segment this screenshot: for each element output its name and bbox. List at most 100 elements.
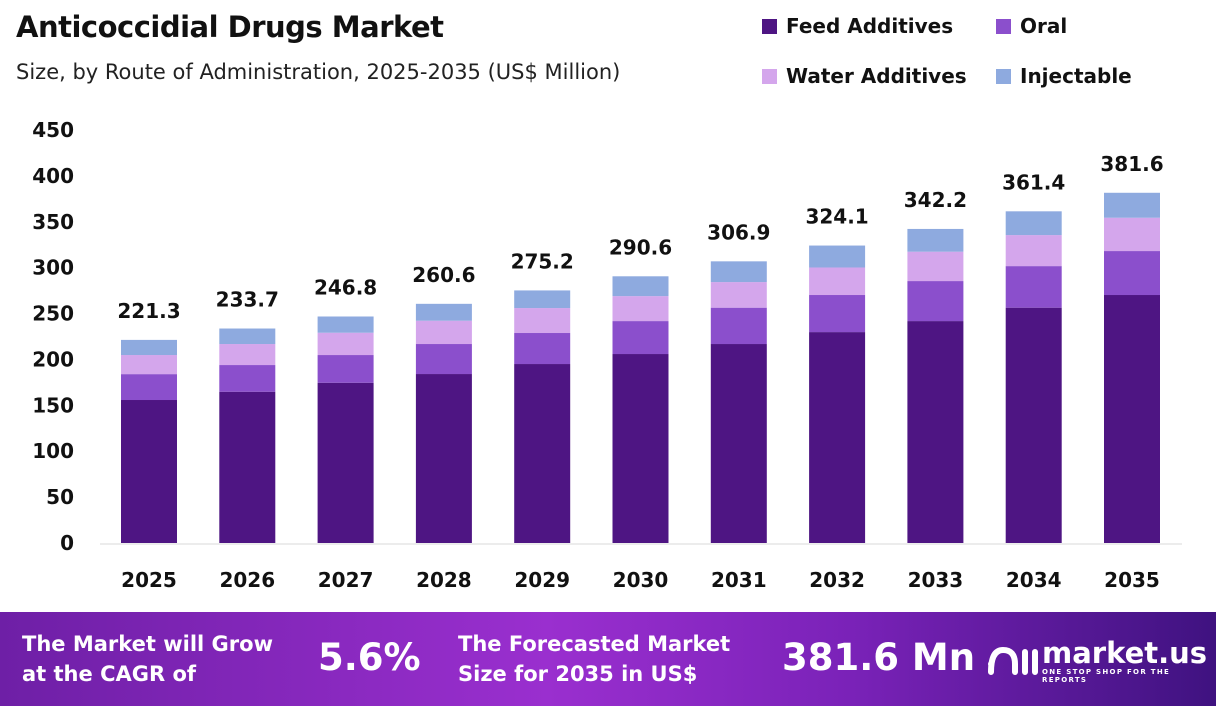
forecast-value: 381.6 Mn <box>782 636 976 679</box>
bar-segment-feed-additives <box>612 354 669 543</box>
bar-segment-injectable <box>317 316 374 333</box>
chart-subtitle: Size, by Route of Administration, 2025-2… <box>16 60 621 84</box>
bar-segment-feed-additives <box>219 391 276 543</box>
bar-segment-feed-additives <box>1005 307 1062 543</box>
bar-segment-feed-additives <box>1104 295 1160 543</box>
cagr-label: The Market will Grow at the CAGR of <box>22 629 273 689</box>
bar-segment-feed-additives <box>809 332 866 543</box>
total-label: 290.6 <box>609 235 672 259</box>
stacked-bar-chart: 0 50 100 150 200 250 300 350 400 450 221.3 2025 233.… <box>32 118 1182 592</box>
bar-segment-feed-additives <box>317 382 374 543</box>
legend-label: Injectable <box>1020 64 1132 88</box>
bar-segment-injectable <box>514 290 571 309</box>
bar-segment-feed-additives <box>514 364 571 543</box>
bar-segment-oral <box>415 344 472 375</box>
x-tick-label: 2028 <box>416 568 472 592</box>
bar-segment-oral <box>514 333 571 365</box>
legend-item-water-additives: Water Additives <box>762 64 967 88</box>
legend-item-feed-additives: Feed Additives <box>762 14 953 38</box>
legend-item-injectable: Injectable <box>996 64 1132 88</box>
total-label: 381.6 <box>1100 152 1163 176</box>
total-label: 221.3 <box>117 299 180 323</box>
bar-segment-water-additives <box>317 332 374 356</box>
x-tick-label: 2033 <box>908 568 964 592</box>
bar-segment-oral <box>1005 266 1062 308</box>
logo-name: market.us <box>1042 636 1208 670</box>
bar-segment-oral <box>317 355 374 383</box>
y-tick-label: 200 <box>32 347 74 371</box>
y-tick-label: 300 <box>32 256 74 280</box>
total-label: 342.2 <box>904 188 967 212</box>
bar-segment-feed-additives <box>415 374 472 543</box>
bar-segment-feed-additives <box>907 321 964 543</box>
legend-label: Oral <box>1020 14 1068 38</box>
y-tick-label: 350 <box>32 210 74 234</box>
bar-segment-feed-additives <box>121 400 177 543</box>
legend-swatch <box>996 68 1011 84</box>
x-tick-label: 2031 <box>711 568 767 592</box>
bar-segment-water-additives <box>219 344 276 366</box>
x-tick-label: 2030 <box>613 568 669 592</box>
bar-segment-injectable <box>907 228 964 252</box>
total-label: 275.2 <box>511 249 574 273</box>
y-tick-label: 450 <box>32 118 74 142</box>
y-tick-label: 100 <box>32 439 74 463</box>
bar-segment-injectable <box>612 276 669 297</box>
cagr-value: 5.6% <box>318 636 421 679</box>
bar-segment-oral <box>121 374 177 401</box>
y-tick-label: 150 <box>32 393 74 417</box>
total-label: 306.9 <box>707 220 770 244</box>
y-tick-label: 400 <box>32 164 74 188</box>
bar-segment-water-additives <box>907 251 964 282</box>
x-tick-label: 2034 <box>1006 568 1062 592</box>
cagr-label-line: at the CAGR of <box>22 662 197 686</box>
bar-segment-injectable <box>1005 211 1062 236</box>
forecast-label-line: The Forecasted Market <box>458 632 731 656</box>
total-label: 361.4 <box>1002 170 1065 194</box>
total-label: 233.7 <box>216 288 279 312</box>
bar-segment-feed-additives <box>710 344 767 543</box>
logo-tagline: ONE STOP SHOP FOR THE REPORTS <box>1042 668 1171 684</box>
bar-segment-injectable <box>809 245 866 268</box>
x-tick-label: 2027 <box>318 568 374 592</box>
bar-segment-water-additives <box>612 296 669 322</box>
bar-segment-water-additives <box>1104 217 1160 252</box>
bar-segment-oral <box>710 307 767 345</box>
x-tick-label: 2035 <box>1104 568 1160 592</box>
x-tick-label: 2026 <box>219 568 275 592</box>
x-tick-label: 2025 <box>121 568 177 592</box>
market-us-logo: market.us ONE STOP SHOP FOR THE REPORTS <box>985 638 1216 684</box>
total-label: 324.1 <box>805 205 868 229</box>
forecast-label: The Forecasted Market Size for 2035 in US… <box>458 629 730 689</box>
bar-segment-oral <box>219 365 276 392</box>
bar-segment-injectable <box>219 328 276 345</box>
bar-segment-injectable <box>1104 192 1160 218</box>
y-tick-label: 250 <box>32 302 74 326</box>
legend-swatch <box>762 18 777 34</box>
total-label: 260.6 <box>412 263 475 287</box>
bar-segment-water-additives <box>514 308 571 334</box>
bar-segment-oral <box>809 295 866 333</box>
legend-label: Feed Additives <box>786 14 954 38</box>
bar-segment-oral <box>1104 251 1160 296</box>
y-tick-label: 50 <box>46 485 74 509</box>
legend-swatch <box>996 18 1011 34</box>
bar-segment-water-additives <box>1005 235 1062 267</box>
cagr-label-line: The Market will Grow <box>22 632 273 656</box>
forecast-label-line: Size for 2035 in US$ <box>458 662 698 686</box>
y-tick-label: 0 <box>60 531 74 555</box>
legend-item-oral: Oral <box>996 14 1067 38</box>
bar-segment-injectable <box>121 339 177 356</box>
legend-swatch <box>762 68 777 84</box>
summary-banner: The Market will Grow at the CAGR of 5.6% … <box>0 612 1216 706</box>
bar-segment-oral <box>907 281 964 322</box>
total-label: 246.8 <box>314 275 377 299</box>
bar-segment-water-additives <box>415 320 472 345</box>
bar-segment-water-additives <box>121 355 177 375</box>
bar-segment-water-additives <box>710 282 767 308</box>
bar-segment-injectable <box>415 303 472 321</box>
chart-title: Anticoccidial Drugs Market <box>16 10 444 44</box>
legend-label: Water Additives <box>786 64 967 88</box>
bar-segment-oral <box>612 321 669 355</box>
x-tick-label: 2029 <box>514 568 570 592</box>
